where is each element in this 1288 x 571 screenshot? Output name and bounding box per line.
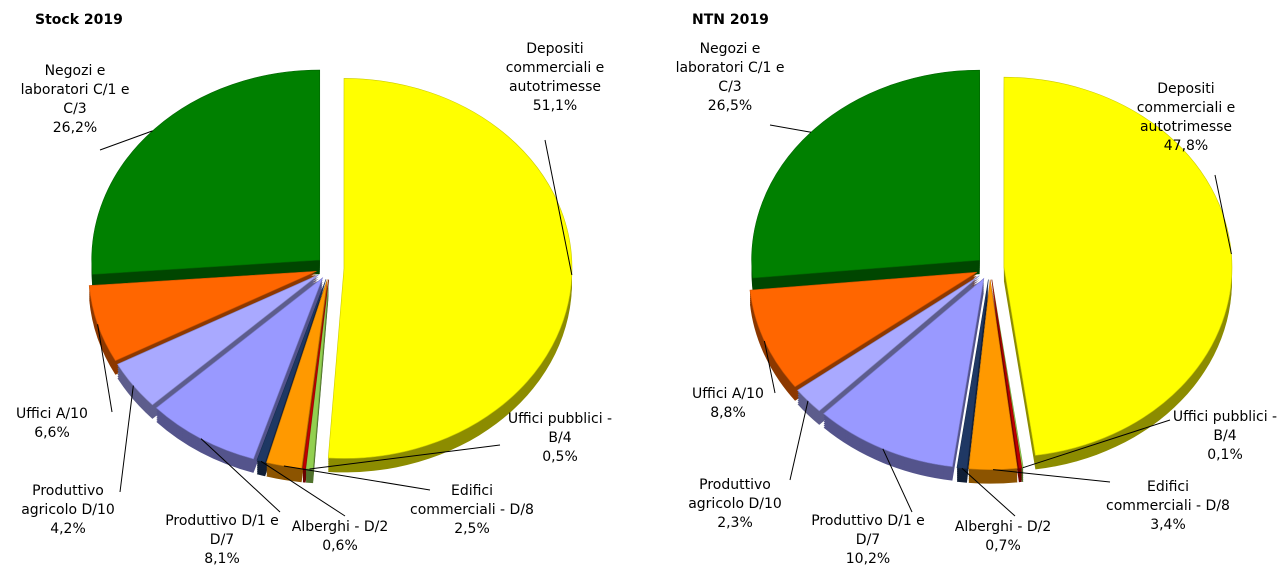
leader-line [769, 124, 812, 133]
chart-title: NTN 2019 [692, 12, 769, 28]
leader-line [200, 438, 281, 513]
slice-label: Produttivo D/1 e D/7 10,2% [803, 512, 933, 569]
value-label: 4,2% [50, 521, 86, 537]
slice [823, 277, 985, 467]
slice-label: Edifici commerciali - D/8 2,5% [407, 482, 537, 539]
category-label: Negozi e laboratori C/1 e C/3 [675, 41, 785, 95]
slice [751, 69, 980, 279]
category-label: Depositi commerciali e autotrimesse [505, 41, 605, 95]
leader-line [882, 448, 913, 513]
slice-label: Depositi commerciali e autotrimesse 51,1% [490, 40, 620, 116]
leader-line [544, 139, 573, 276]
leader-line [789, 400, 809, 481]
category-label: Produttivo agricolo D/10 [21, 483, 115, 518]
value-label: 8,1% [204, 551, 240, 567]
category-label: Depositi commerciali e autotrimesse [1136, 81, 1236, 135]
value-label: 6,6% [34, 425, 70, 441]
slice-label: Uffici A/10 6,6% [0, 405, 117, 443]
slice-label: Uffici pubblici - B/4 0,1% [1160, 408, 1288, 465]
value-label: 51,1% [532, 98, 578, 114]
value-label: 0,7% [985, 538, 1021, 554]
value-label: 8,8% [710, 405, 746, 421]
value-label: 2,5% [454, 521, 490, 537]
category-label: Produttivo agricolo D/10 [688, 477, 782, 512]
slice-label: Alberghi - D/2 0,7% [938, 518, 1068, 556]
category-label: Edifici commerciali - D/8 [410, 483, 534, 518]
slice [117, 274, 319, 406]
value-label: 3,4% [1150, 517, 1186, 533]
slice-label: Negozi e laboratori C/1 e C/3 26,2% [10, 62, 140, 138]
category-label: Negozi e laboratori C/1 e C/3 [20, 63, 130, 117]
slice-label: Produttivo agricolo D/10 4,2% [3, 482, 133, 539]
leader-line [283, 465, 431, 491]
value-label: 10,2% [845, 551, 891, 567]
category-label: Uffici pubblici - B/4 [507, 411, 613, 446]
value-label: 26,5% [707, 98, 753, 114]
category-label: Produttivo D/1 e D/7 [811, 513, 925, 548]
category-label: Uffici pubblici - B/4 [1172, 409, 1278, 444]
slice [305, 279, 330, 470]
slice [749, 271, 978, 388]
chart-title: Stock 2019 [35, 12, 123, 28]
leader-line [309, 444, 501, 470]
slice-label: Edifici commerciali - D/8 3,4% [1103, 478, 1233, 535]
category-label: Alberghi - D/2 [954, 519, 1052, 535]
slice-label: Alberghi - D/2 0,6% [275, 518, 405, 556]
slice-label: Negozi e laboratori C/1 e C/3 26,5% [665, 40, 795, 116]
category-label: Edifici commerciali - D/8 [1106, 479, 1230, 514]
leader-line [1022, 419, 1171, 469]
leader-line [99, 130, 153, 151]
value-label: 26,2% [52, 120, 98, 136]
slice [991, 279, 1023, 469]
category-label: Produttivo D/1 e D/7 [165, 513, 279, 548]
leader-line [961, 467, 1016, 517]
value-label: 47,8% [1163, 138, 1209, 154]
slice [968, 279, 1018, 470]
slice [327, 78, 573, 459]
value-label: 2,3% [717, 515, 753, 531]
category-label: Uffici A/10 [16, 406, 88, 422]
leader-line [992, 469, 1111, 483]
category-label: Uffici A/10 [692, 386, 764, 402]
category-label: Alberghi - D/2 [291, 519, 389, 535]
slice-label: Produttivo agricolo D/10 2,3% [670, 476, 800, 533]
slice-label: Uffici pubblici - B/4 0,5% [495, 410, 625, 467]
leader-line [763, 340, 776, 394]
slice-label: Depositi commerciali e autotrimesse 47,8% [1121, 80, 1251, 156]
value-label: 0,6% [322, 538, 358, 554]
leader-line [119, 385, 134, 493]
slice-label: Produttivo D/1 e D/7 8,1% [157, 512, 287, 569]
value-label: 0,1% [1207, 447, 1243, 463]
slice [302, 279, 329, 469]
slice-label: Uffici A/10 8,8% [663, 385, 793, 423]
leader-line [260, 460, 346, 517]
leader-line [97, 324, 113, 413]
value-label: 0,5% [542, 449, 578, 465]
leader-line [1214, 174, 1232, 255]
